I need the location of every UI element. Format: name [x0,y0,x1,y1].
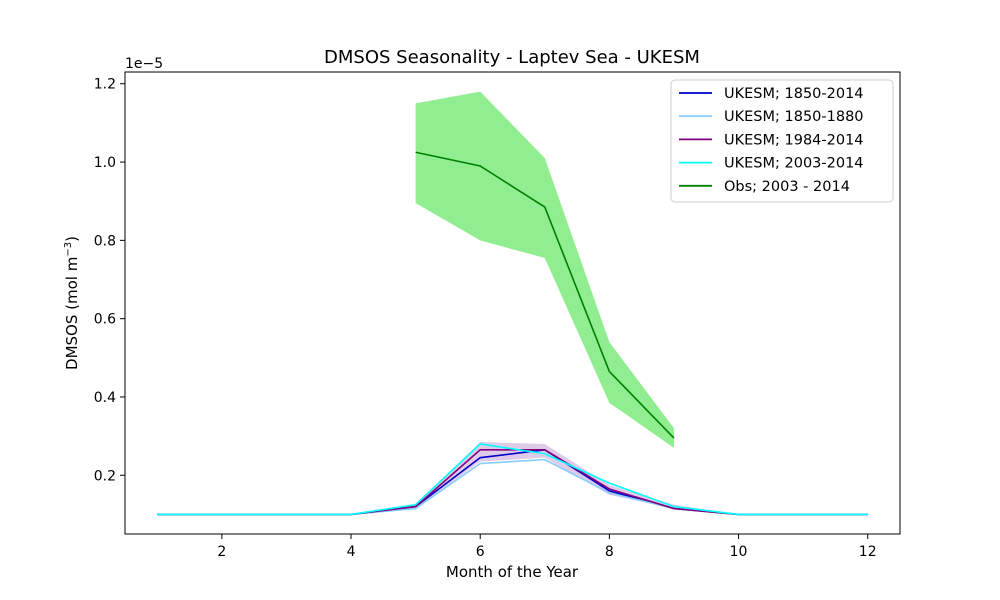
uncertainty-bands [157,91,868,515]
legend: UKESM; 1850-2014 UKESM; 1850-1880 UKESM; 1… [670,79,894,203]
uncertainty-band-0 [157,441,868,515]
legend-box [670,79,894,203]
y-axis-ticks: 0.2 0.4 0.6 0.8 1.0 1.2 [94,77,125,484]
y-tick-label: 0.4 [94,390,116,406]
legend-label-3: UKESM; 2003-2014 [724,156,864,172]
y-axis-offset-label: 1e−5 [125,56,163,72]
x-tick-label: 12 [859,544,877,560]
y-tick-label: 1.2 [94,77,116,93]
y-axis-label-main: DMSOS (mol m [63,257,81,370]
chart-title: DMSOS Seasonality - Laptev Sea - UKESM [324,47,700,68]
y-tick-label: 0.6 [94,312,116,328]
legend-label-0: UKESM; 1850-2014 [724,86,864,102]
x-tick-label: 8 [605,544,614,560]
x-tick-label: 6 [476,544,485,560]
series-line-4 [415,151,675,439]
plot-area [157,91,868,516]
y-axis-label-end: ) [63,236,81,242]
x-tick-label: 4 [347,544,356,560]
plot-frame [124,71,901,535]
legend-label-2: UKESM; 1984-2014 [724,132,864,148]
y-axis-label: DMSOS (mol m−3) [63,236,81,370]
uncertainty-band-1 [415,91,674,448]
series-line-1 [157,458,868,516]
y-axis-label-superscript: −3 [63,242,74,257]
legend-label-1: UKESM; 1850-1880 [724,109,864,125]
x-axis-label: Month of the Year [446,563,579,581]
y-tick-label: 0.2 [94,468,116,484]
x-tick-label: 2 [217,544,226,560]
x-axis-ticks: 2 4 6 8 10 12 [217,534,877,560]
series-lines [157,151,868,516]
y-tick-label: 0.8 [94,233,116,249]
legend-label-4: Obs; 2003 - 2014 [724,179,850,195]
series-line-3 [157,443,868,516]
y-tick-label: 1.0 [94,155,116,171]
x-tick-label: 10 [730,544,748,560]
